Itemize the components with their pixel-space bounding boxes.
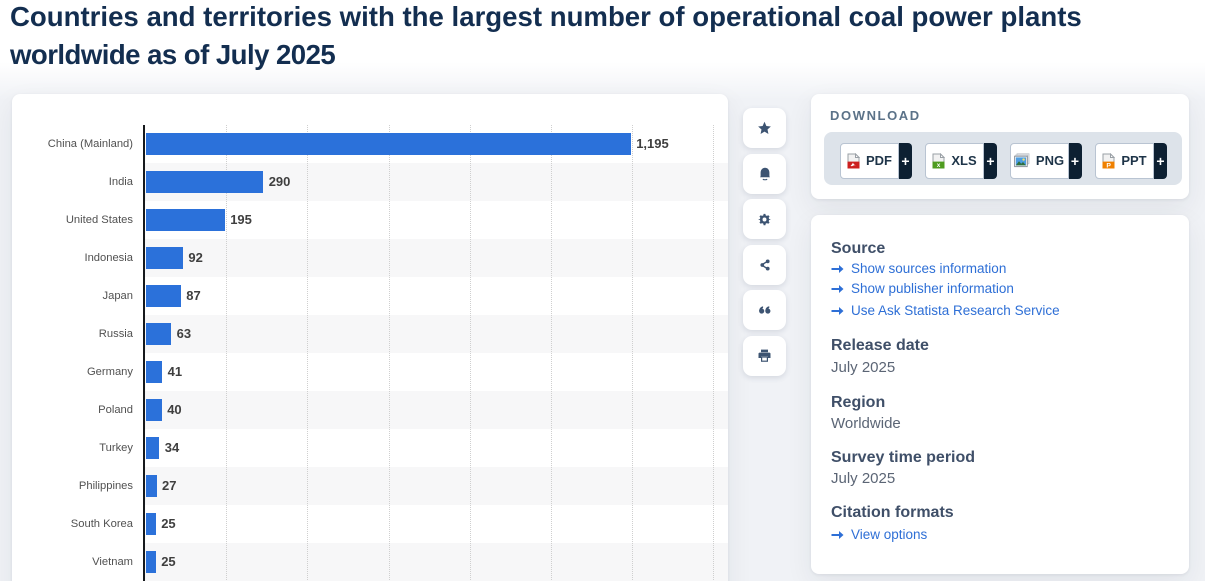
svg-text:x: x <box>937 162 941 169</box>
svg-text:P: P <box>1107 162 1112 169</box>
